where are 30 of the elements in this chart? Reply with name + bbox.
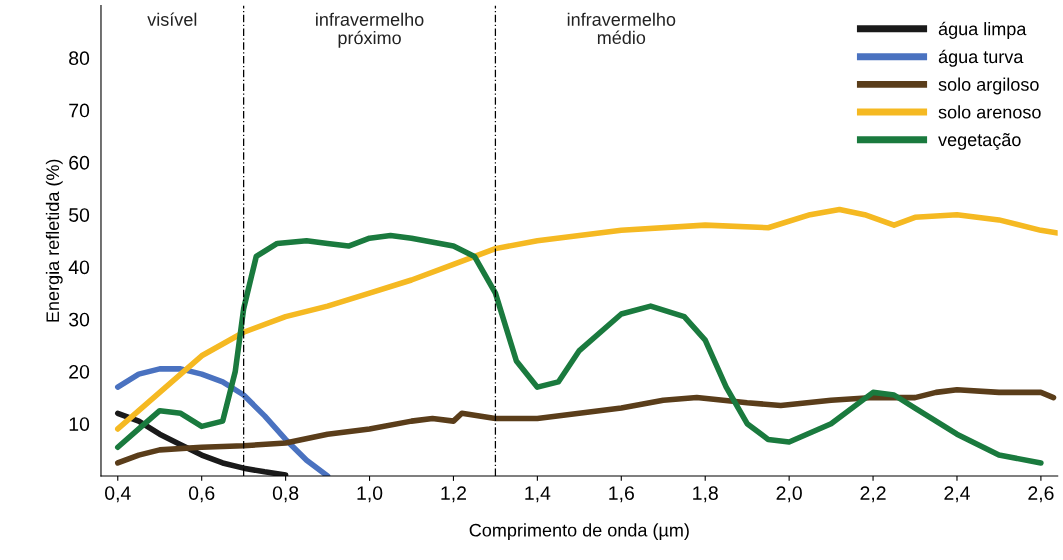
x-tick-label: 0,4 [105, 486, 131, 503]
y-tick-label: 30 [68, 312, 90, 327]
y-tick-label: 60 [69, 155, 90, 170]
y-tick-label: 40 [68, 260, 90, 275]
y-axis-title: Energia refletida (%) [45, 159, 63, 322]
y-tick-label: 50 [69, 208, 90, 222]
y-tick-label: 70 [69, 103, 90, 118]
x-tick-label: 1,8 [693, 486, 718, 503]
legend-label: vegetação [938, 133, 1021, 150]
annotation: infravermelho médio [567, 12, 676, 45]
x-tick-label: 1,2 [441, 486, 466, 503]
x-tick-label: 1,4 [525, 486, 551, 503]
annotation: infravermelho próximo [316, 12, 424, 48]
legend-label: solo arenoso [938, 105, 1041, 119]
x-tick-label: 2,2 [860, 486, 886, 503]
x-tick-label: 0,8 [272, 486, 299, 503]
y-tick-label: 20 [69, 364, 90, 379]
x-tick-label: 0,6 [188, 486, 215, 503]
legend-label: solo argiloso [938, 77, 1039, 95]
x-axis-title: Comprimento de onda (µm) [469, 523, 689, 541]
x-tick-label: 1,0 [357, 486, 383, 503]
annotation: visível [147, 12, 197, 26]
y-tick-label: 80 [69, 51, 90, 66]
x-tick-label: 2,4 [944, 486, 970, 503]
x-tick-label: 2,6 [1028, 486, 1054, 503]
legend-label: água turva [938, 49, 1024, 67]
y-tick-label: 10 [69, 417, 90, 431]
x-tick-label: 2,0 [776, 486, 802, 503]
legend-label: água limpa [938, 21, 1027, 39]
x-tick-label: 1,6 [609, 486, 634, 503]
